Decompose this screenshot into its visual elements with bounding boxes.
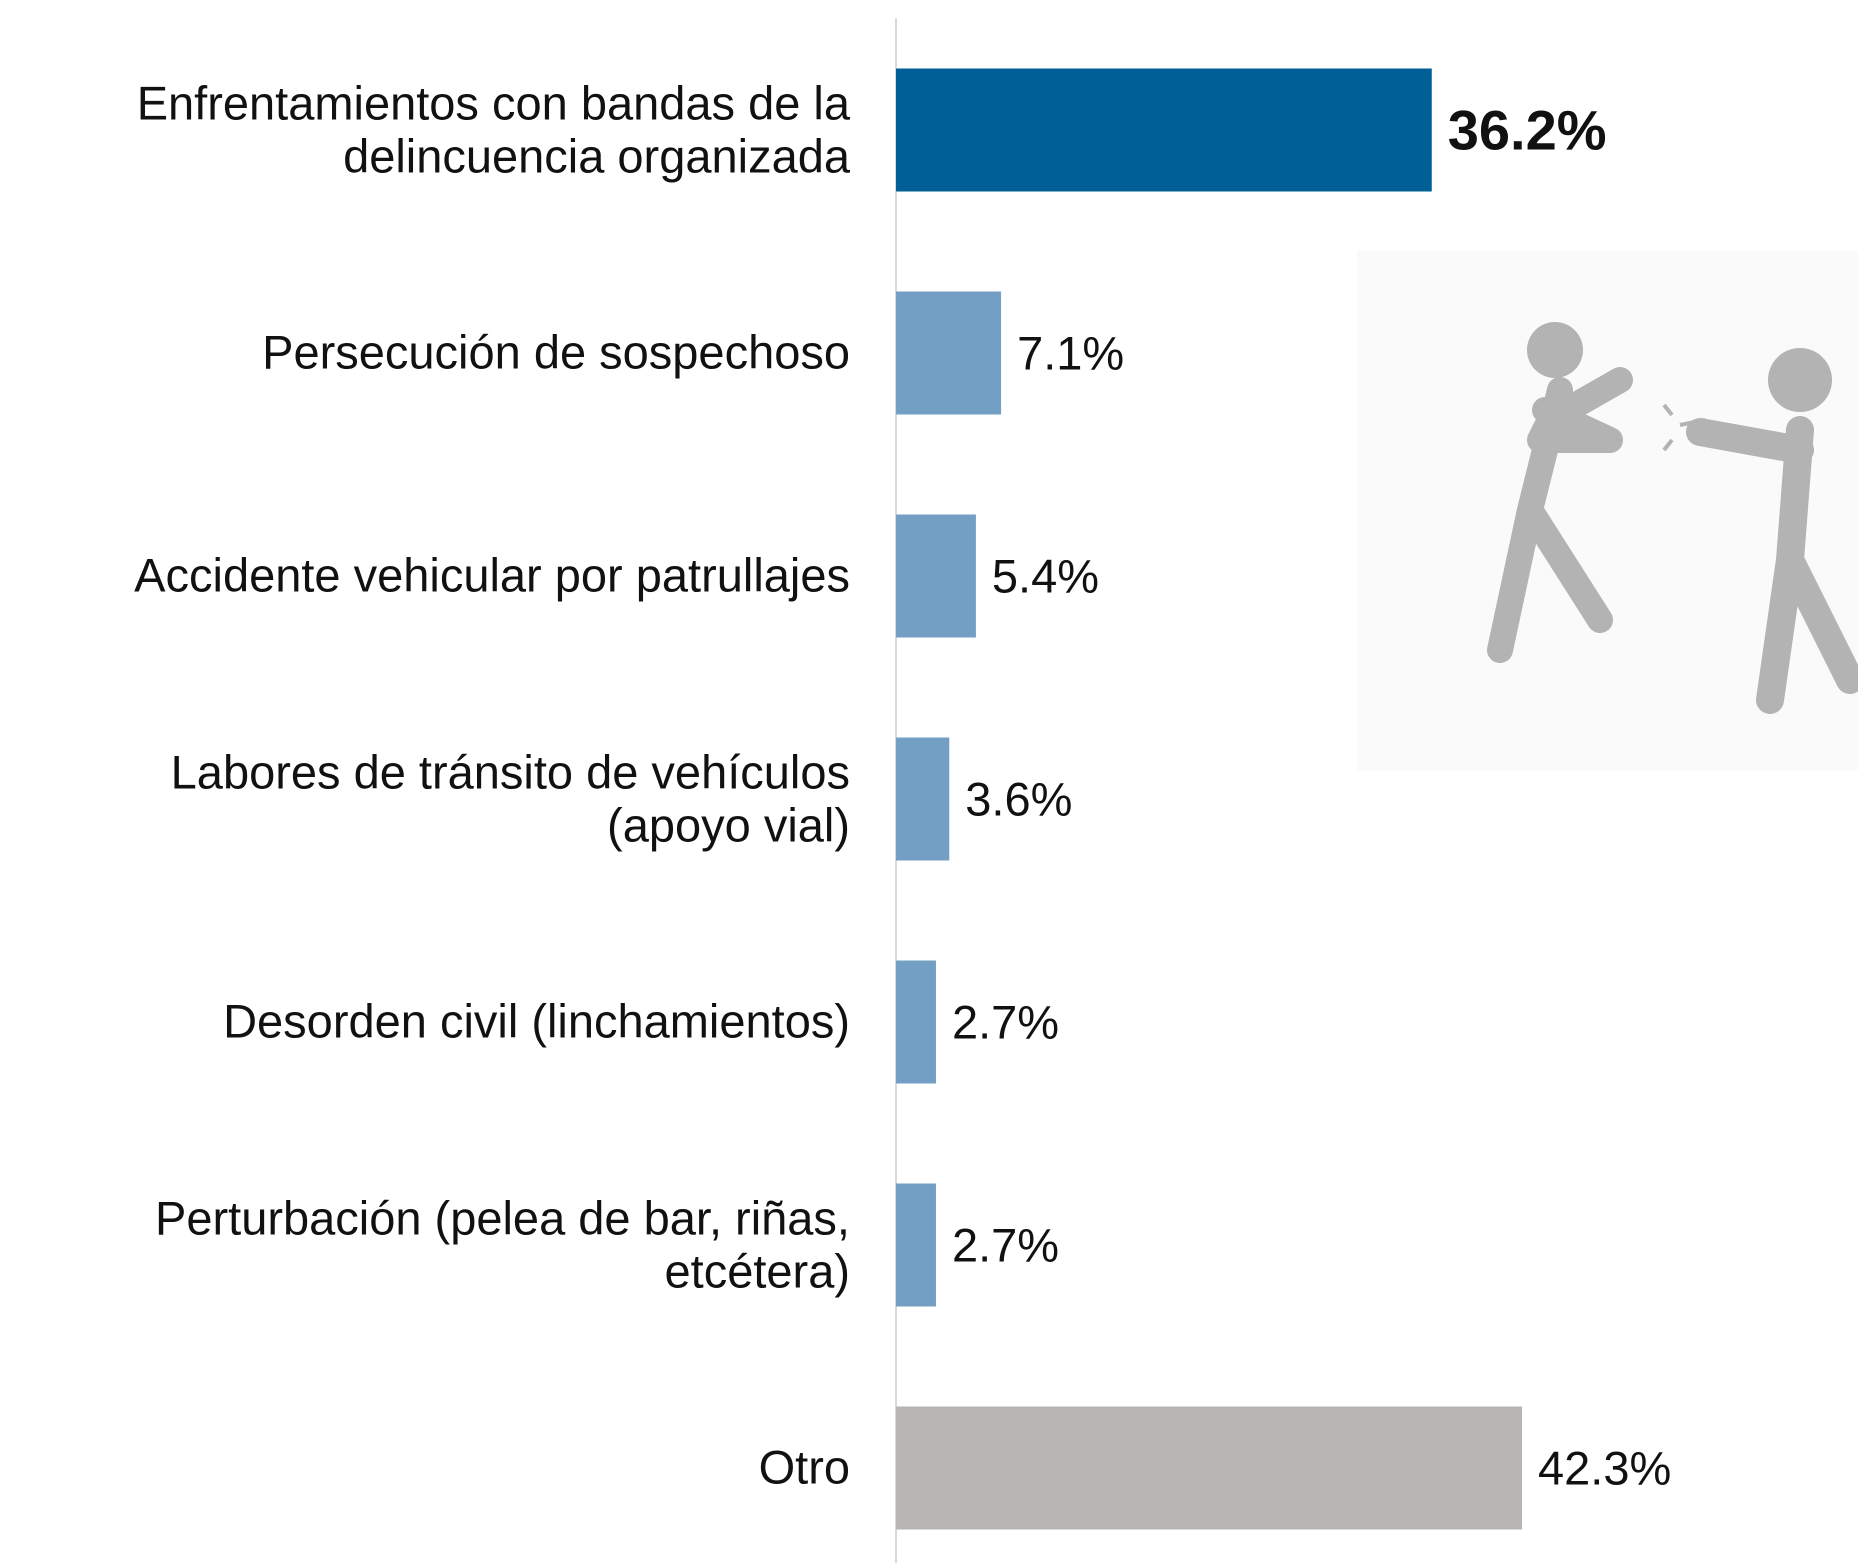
value-label: 42.3% (1538, 1441, 1672, 1495)
value-label: 7.1% (1017, 326, 1125, 380)
value-label: 3.6% (965, 772, 1073, 826)
category-label: Accidente vehicular por patrullajes (134, 548, 850, 602)
category-label: Perturbación (pelea de bar, riñas, etcét… (155, 1191, 850, 1297)
category-label: Enfrentamientos con bandas de la delincu… (136, 76, 850, 182)
value-label: 5.4% (991, 549, 1100, 603)
bar (896, 737, 950, 861)
bar (896, 1183, 936, 1307)
category-label: Otro (758, 1440, 850, 1494)
bar (896, 960, 936, 1084)
value-label: 2.7% (951, 995, 1060, 1049)
bar (896, 291, 1002, 415)
category-label: Labores de tránsito de vehículos (apoyo … (170, 745, 850, 851)
bar (896, 68, 1432, 192)
bar (896, 1406, 1523, 1530)
bar (896, 514, 976, 638)
value-label: 2.7% (951, 1218, 1060, 1272)
category-label: Persecución de sospechoso (262, 325, 850, 379)
illustration (1357, 250, 1858, 770)
value-label: 36.2% (1447, 98, 1607, 162)
category-label: Desorden civil (linchamientos) (223, 994, 850, 1048)
